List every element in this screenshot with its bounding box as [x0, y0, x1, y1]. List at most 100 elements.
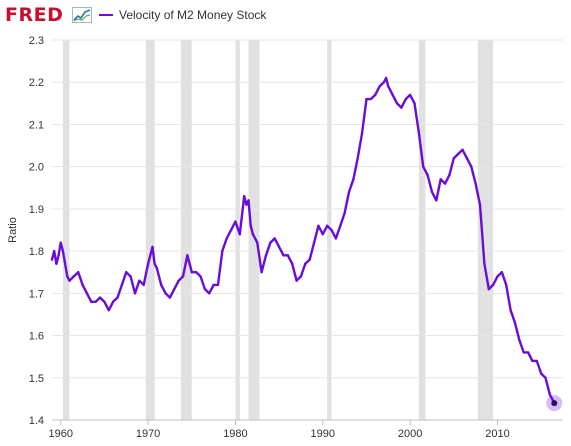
- data-point-71: [330, 228, 333, 232]
- data-point-61: [286, 254, 290, 257]
- data-point-16: [103, 300, 106, 303]
- data-point-84: [384, 76, 388, 80]
- chart-legend[interactable]: Velocity of M2 Money Stock: [99, 8, 266, 22]
- data-point-20: [120, 283, 124, 287]
- data-point-32: [168, 296, 172, 299]
- data-point-53: [251, 233, 255, 236]
- x-tick-label-0: 1960: [48, 428, 72, 440]
- x-tick-label-4: 2000: [398, 428, 422, 440]
- data-point-92: [417, 131, 421, 135]
- series-points-0: [50, 76, 556, 405]
- data-point-8: [68, 279, 71, 282]
- data-point-105: [474, 182, 477, 185]
- data-point-23: [133, 292, 137, 295]
- data-point-114: [513, 321, 517, 325]
- data-point-88: [400, 106, 403, 109]
- data-point-2: [55, 262, 58, 265]
- data-point-12: [85, 292, 89, 295]
- data-point-1: [52, 249, 56, 253]
- data-point-48: [238, 233, 242, 236]
- data-point-113: [509, 309, 512, 312]
- data-point-28: [153, 262, 156, 265]
- data-point-63: [295, 279, 298, 282]
- recession-band-2: [180, 40, 192, 420]
- y-tick-label-9: 2.3: [29, 35, 44, 47]
- x-tick-label-2: 1980: [223, 428, 247, 440]
- data-point-41: [208, 292, 211, 295]
- y-tick-label-0: 1.4: [29, 415, 44, 427]
- data-point-78: [360, 131, 364, 135]
- data-point-67: [312, 241, 316, 244]
- data-point-21: [125, 271, 128, 274]
- data-point-49: [242, 195, 246, 198]
- data-point-96: [435, 199, 438, 202]
- data-point-97: [439, 178, 442, 181]
- data-point-9: [72, 275, 76, 278]
- data-point-25: [142, 283, 145, 287]
- data-point-44: [221, 249, 224, 253]
- x-tick-label-3: 1990: [311, 428, 335, 440]
- data-point-37: [190, 271, 193, 274]
- data-point-82: [378, 85, 381, 88]
- y-tick-label-6: 2.0: [29, 162, 44, 174]
- last-point-marker: [551, 400, 558, 407]
- data-point-3: [57, 254, 60, 257]
- data-point-95: [430, 190, 434, 194]
- x-tick-label-5: 2010: [485, 428, 509, 440]
- data-point-106: [478, 203, 482, 206]
- data-point-109: [491, 283, 495, 287]
- data-point-93: [422, 165, 425, 168]
- data-point-56: [264, 254, 268, 257]
- data-point-36: [186, 254, 189, 257]
- data-point-22: [129, 275, 132, 278]
- data-point-85: [387, 85, 390, 88]
- recession-band-4: [248, 40, 260, 420]
- data-point-118: [531, 359, 534, 363]
- data-point-46: [229, 228, 233, 232]
- data-point-83: [382, 81, 386, 84]
- y-tick-label-1: 1.5: [29, 373, 44, 385]
- recession-band-5: [327, 40, 332, 420]
- y-axis-title: Ratio: [7, 217, 19, 243]
- data-point-43: [216, 283, 220, 287]
- y-tick-label-4: 1.8: [29, 246, 44, 258]
- data-point-57: [269, 241, 272, 244]
- data-point-87: [395, 102, 399, 105]
- data-point-51: [247, 199, 250, 202]
- data-point-58: [273, 237, 276, 240]
- data-point-115: [518, 338, 521, 341]
- data-point-30: [159, 283, 163, 287]
- data-point-31: [164, 292, 167, 295]
- data-point-17: [107, 309, 110, 312]
- data-point-47: [234, 220, 237, 223]
- data-point-70: [325, 224, 329, 227]
- recession-band-7: [477, 40, 494, 420]
- data-point-55: [260, 271, 263, 274]
- data-point-59: [277, 245, 281, 249]
- data-point-7: [66, 275, 69, 278]
- chart-header: FRED Velocity of M2 Money Stock: [0, 0, 571, 34]
- data-point-112: [505, 283, 508, 287]
- data-point-101: [456, 152, 460, 156]
- data-point-72: [334, 237, 338, 240]
- data-point-60: [282, 254, 285, 257]
- data-point-4: [59, 241, 62, 244]
- data-point-11: [81, 283, 84, 287]
- data-point-66: [308, 258, 311, 261]
- recession-band-0: [62, 40, 70, 420]
- data-point-35: [181, 275, 185, 278]
- data-point-42: [212, 283, 215, 287]
- data-point-94: [426, 173, 429, 177]
- data-point-99: [448, 173, 451, 177]
- data-point-79: [365, 97, 368, 101]
- data-point-34: [177, 279, 180, 282]
- fred-logo[interactable]: FRED: [5, 4, 64, 26]
- data-point-80: [369, 97, 373, 101]
- data-point-100: [452, 157, 456, 160]
- data-point-91: [413, 102, 416, 105]
- legend-swatch: [99, 14, 113, 16]
- data-point-52: [249, 224, 252, 227]
- data-point-73: [339, 224, 342, 227]
- data-point-103: [465, 157, 469, 160]
